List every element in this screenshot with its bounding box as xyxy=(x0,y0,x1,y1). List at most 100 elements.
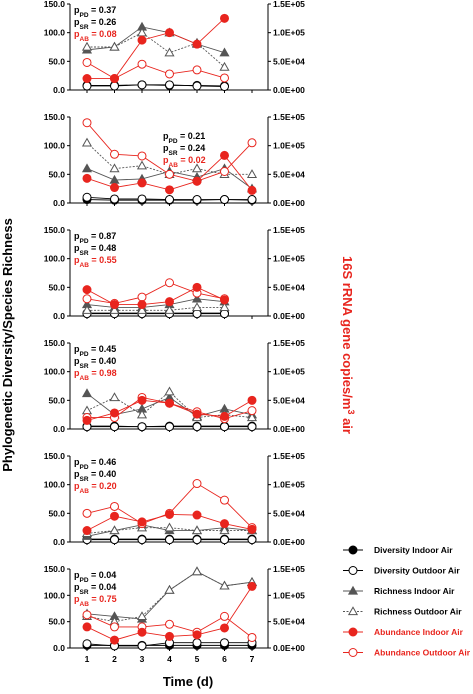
point-ab_in xyxy=(82,622,92,632)
point-ab_in xyxy=(165,631,174,641)
p-value-ab: pAB = 0.55 xyxy=(74,255,117,269)
point-ab_out xyxy=(82,508,92,518)
point-ab_in xyxy=(137,395,147,405)
p-value-pd: pPD = 0.04 xyxy=(74,570,116,584)
p-value-ab: pAB = 0.20 xyxy=(74,481,117,495)
left-tick-label: 50.0 xyxy=(48,617,65,627)
right-tick-label: 5.0E+04 xyxy=(273,395,305,405)
point-rich_out xyxy=(164,305,175,314)
point-ab_in xyxy=(165,185,174,195)
right-tick-label: 1.0E+05 xyxy=(273,141,305,151)
point-div_out xyxy=(110,535,119,545)
point-rich_out xyxy=(191,302,203,312)
left-tick-label: 0.0 xyxy=(53,643,65,653)
x-tick-label: 2 xyxy=(112,654,117,664)
left-tick-label: 150.0 xyxy=(44,564,66,574)
point-rich_out xyxy=(109,41,120,51)
point-ab_in xyxy=(220,623,229,633)
left-tick-label: 50.0 xyxy=(48,395,65,405)
left-tick-label: 150.0 xyxy=(44,225,66,235)
left-tick-label: 100.0 xyxy=(44,254,66,264)
point-rich_out xyxy=(246,412,258,422)
point-rich_out xyxy=(136,305,148,314)
point-ab_in xyxy=(110,183,119,193)
point-ab_out xyxy=(82,294,92,304)
right-tick-label: 1.0E+05 xyxy=(273,590,305,600)
point-ab_in xyxy=(137,517,147,527)
point-div_out xyxy=(137,641,147,651)
panel-4: 0.0 50.0 100.0 150.0 0.0E+00 5.0E+04 1.0E+05 1.… xyxy=(44,338,305,434)
p-value-ab: pAB = 0.98 xyxy=(74,368,117,382)
x-tick-labels: 1 2 3 4 5 6 7 xyxy=(85,654,255,664)
point-div_out xyxy=(247,195,257,205)
p-value-pd: pPD = 0.46 xyxy=(74,457,116,471)
point-div_out xyxy=(220,195,229,205)
point-ab_out xyxy=(220,495,229,505)
p-value-sr: pSR = 0.48 xyxy=(74,243,116,257)
point-rich_in xyxy=(81,163,93,173)
point-rich_out xyxy=(191,163,203,173)
series-line-ab_in xyxy=(86,286,225,305)
panel-6: 0.0 50.0 100.0 150.0 0.0E+00 5.0E+04 1.0E+05 1.… xyxy=(44,564,305,653)
point-div_out xyxy=(165,422,174,432)
point-ab_in xyxy=(82,173,92,183)
point-ab_out xyxy=(220,611,229,621)
right-tick-label: 1.0E+05 xyxy=(273,480,305,490)
legend-label-ab_in: Abundance Indoor Air xyxy=(374,627,464,637)
point-rich_out xyxy=(109,525,120,535)
p-value-sr: pSR = 0.40 xyxy=(74,356,116,370)
right-tick-label: 0.0E+00 xyxy=(273,424,305,434)
legend-label-div_in: Diversity Indoor Air xyxy=(374,545,453,555)
x-axis-title: Time (d) xyxy=(163,674,213,689)
legend-marker-ab_in xyxy=(348,627,358,637)
point-div_out xyxy=(137,422,147,432)
right-axis-title-main: 16S rRNA gene copies/m xyxy=(340,256,355,409)
point-div_out xyxy=(110,194,119,204)
right-tick-label: 1.5E+05 xyxy=(273,338,305,348)
p-value-pd: pPD = 0.21 xyxy=(163,131,205,145)
legend-marker-rich_in xyxy=(347,585,359,595)
point-div_out xyxy=(192,81,202,91)
left-tick-label: 0.0 xyxy=(53,424,65,434)
right-tick-label: 1.5E+05 xyxy=(273,451,305,461)
left-tick-label: 50.0 xyxy=(48,508,65,518)
point-ab_out xyxy=(220,166,229,176)
legend-marker-rich_out xyxy=(347,606,359,616)
series-line-ab_out xyxy=(86,282,225,304)
point-ab_in xyxy=(220,411,229,421)
right-axis-title: 16S rRNA gene copies/m3 air xyxy=(340,256,356,434)
series-line-rich_out xyxy=(87,32,225,68)
point-div_out xyxy=(137,194,147,204)
panel-3: 0.0 50.0 100.0 150.0 0.0E+00 5.0E+04 1.0E+05 1.… xyxy=(44,225,305,321)
point-rich_out xyxy=(219,525,230,535)
point-ab_in xyxy=(247,524,257,534)
point-div_out xyxy=(220,82,229,92)
point-ab_out xyxy=(165,69,174,79)
point-ab_in xyxy=(220,150,229,160)
legend-label-rich_out: Richness Outdoor Air xyxy=(374,607,462,617)
point-rich_in xyxy=(219,47,230,57)
p-value-pd: pPD = 0.37 xyxy=(74,5,116,19)
right-tick-label: 1.0E+05 xyxy=(273,254,305,264)
p-value-sr: pSR = 0.26 xyxy=(74,17,116,31)
right-axis-title-suffix: air xyxy=(340,414,355,434)
legend-marker-div_out xyxy=(348,566,358,575)
point-rich_out xyxy=(164,584,175,594)
legend: Diversity Indoor Air Diversity Outdoor Ai… xyxy=(343,545,471,658)
point-ab_in xyxy=(137,627,147,637)
series-line-rich_out xyxy=(87,306,225,311)
point-ab_in xyxy=(247,581,257,591)
panel-1: 0.0 50.0 100.0 150.0 0.0E+00 5.0E+04 1.0E+05 1.… xyxy=(44,0,305,95)
point-rich_out xyxy=(219,302,230,312)
point-rich_out xyxy=(109,305,120,314)
right-tick-label: 1.5E+05 xyxy=(273,112,305,122)
point-ab_in xyxy=(165,509,174,519)
left-tick-label: 100.0 xyxy=(44,590,66,600)
p-value-pd: pPD = 0.87 xyxy=(74,231,116,245)
point-ab_in xyxy=(192,39,202,49)
left-tick-label: 150.0 xyxy=(44,0,66,9)
left-tick-label: 100.0 xyxy=(44,367,66,377)
point-rich_out xyxy=(164,386,175,396)
point-ab_in xyxy=(110,74,119,84)
point-ab_in xyxy=(192,630,202,640)
